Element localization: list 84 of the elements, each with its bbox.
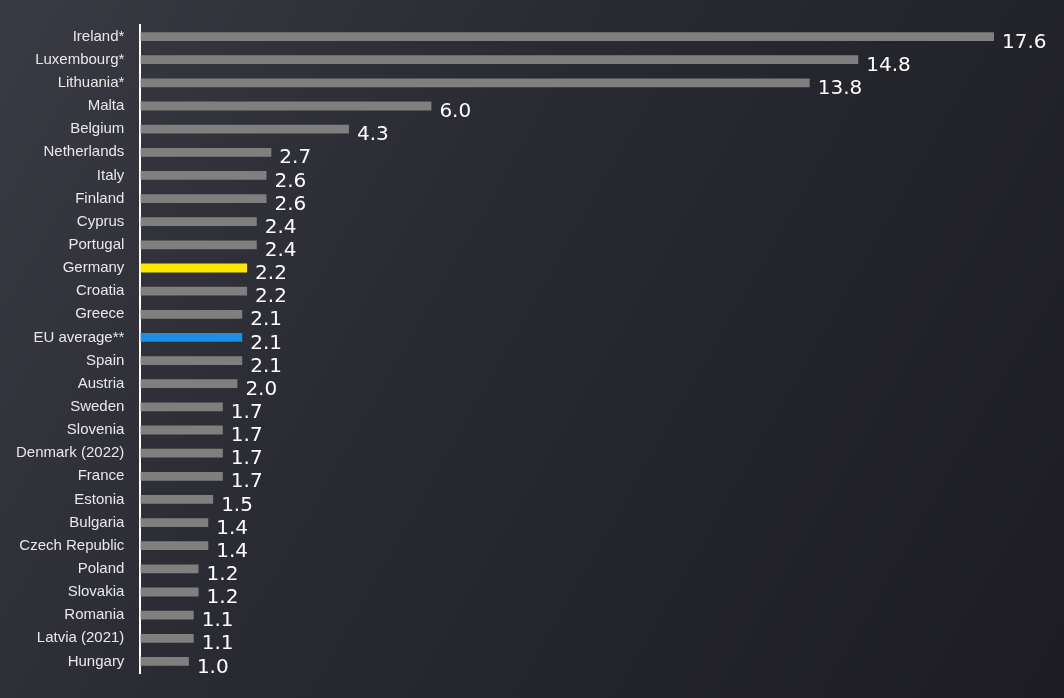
bar: [140, 240, 257, 250]
data-label: 14.8: [866, 51, 911, 76]
data-label: 1.2: [206, 584, 239, 609]
bar: [140, 147, 272, 157]
data-label: 1.1: [201, 630, 234, 655]
y-tick-label: Austria: [77, 373, 126, 391]
data-label: 2.2: [255, 260, 287, 285]
bar: [140, 263, 248, 273]
data-label: 2.1: [250, 352, 283, 377]
data-label: 1.2: [206, 561, 239, 586]
y-tick-label: Romania: [64, 605, 126, 623]
y-tick-label: Hungary: [67, 651, 125, 669]
data-label: 13.8: [817, 75, 863, 100]
y-tick-label: Germany: [62, 258, 125, 276]
bar: [140, 448, 223, 458]
data-label: 4.3: [356, 121, 389, 146]
data-label: 1.5: [221, 491, 253, 516]
y-tick-label: Finland: [75, 188, 125, 206]
bar: [140, 657, 189, 666]
bar: [140, 78, 810, 88]
bar: [140, 425, 223, 435]
data-label: 1.0: [196, 653, 229, 678]
y-tick-label: Portugal: [68, 235, 125, 252]
data-label: 2.1: [250, 306, 283, 331]
y-tick-label: Bulgaria: [69, 512, 126, 530]
y-tick-label: Greece: [75, 304, 125, 322]
data-label: 17.6: [1002, 28, 1047, 53]
bar: [140, 518, 209, 527]
bar: [140, 217, 257, 227]
bar: [140, 194, 267, 203]
y-tick-label: Czech Republic: [19, 535, 125, 553]
bar: [140, 587, 199, 597]
y-tick-label: Lithuania*: [57, 73, 125, 90]
data-label: 1.7: [230, 399, 263, 424]
y-tick-label: Slovenia: [66, 420, 126, 438]
data-label: 2.4: [264, 213, 297, 238]
data-label: 2.7: [279, 144, 312, 169]
bar: [140, 402, 223, 412]
y-tick-label: Latvia (2021): [36, 628, 125, 646]
data-label: 2.1: [250, 329, 283, 354]
bar: [140, 495, 214, 504]
y-tick-label: Slovakia: [67, 582, 126, 600]
data-label: 1.7: [230, 445, 263, 470]
data-label: 2.6: [274, 167, 307, 192]
y-tick-label: EU average**: [33, 327, 125, 345]
bar: [140, 610, 194, 620]
bar: [140, 309, 243, 319]
bar: [140, 124, 349, 134]
y-tick-label: Croatia: [76, 281, 126, 299]
y-tick-label: Poland: [77, 559, 125, 576]
data-label: 1.4: [216, 537, 249, 562]
bar: [140, 379, 238, 389]
data-label: 1.1: [201, 607, 234, 632]
y-tick-label: Ireland*: [72, 26, 125, 44]
data-label: 6.0: [439, 98, 472, 123]
bar: [140, 541, 209, 551]
y-tick-label: France: [77, 466, 125, 484]
data-label: 2.2: [255, 283, 287, 308]
y-tick-label: Cyprus: [76, 211, 125, 229]
data-label: 1.7: [230, 422, 263, 447]
bar: [140, 286, 248, 296]
bar: [140, 32, 994, 41]
y-tick-label: Luxembourg*: [35, 49, 125, 67]
bar: [140, 333, 243, 342]
y-tick-label: Denmark (2022): [15, 443, 125, 461]
data-label: 2.6: [274, 190, 307, 215]
y-tick-label: Spain: [86, 350, 125, 368]
y-tick-label: Malta: [87, 96, 126, 114]
bar: [140, 101, 432, 111]
bar: [140, 55, 859, 65]
y-tick-label: Sweden: [70, 397, 125, 414]
y-tick-label: Belgium: [70, 119, 125, 137]
data-label: 1.4: [216, 514, 249, 539]
data-label: 1.7: [230, 468, 263, 493]
y-tick-label: Estonia: [74, 489, 126, 507]
y-tick-label: Netherlands: [43, 142, 125, 160]
data-label: 2.0: [245, 375, 278, 400]
bar: [140, 471, 223, 481]
bar: [140, 171, 267, 180]
bar: [140, 633, 194, 643]
y-tick-label: Italy: [96, 165, 125, 183]
bar: [140, 564, 199, 574]
data-label: 2.4: [264, 237, 297, 262]
bar: [140, 356, 243, 365]
